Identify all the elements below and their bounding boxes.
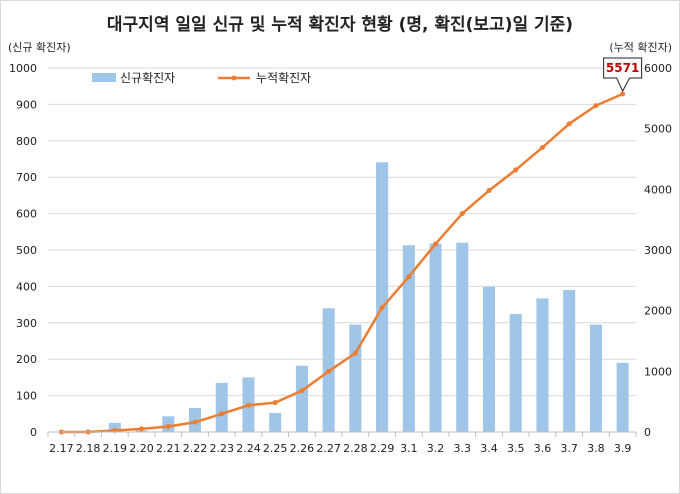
left-tick-label: 800: [16, 135, 37, 148]
line-point: [139, 426, 145, 432]
line-point: [326, 368, 332, 374]
line-point: [352, 350, 358, 356]
left-tick-label: 500: [16, 244, 37, 257]
line-point: [539, 144, 545, 150]
bar: [429, 243, 442, 432]
line-point: [379, 305, 385, 311]
x-tick-label: 2.25: [263, 442, 288, 455]
bar: [349, 324, 362, 432]
line-point: [459, 211, 465, 217]
bar: [589, 324, 602, 432]
x-tick-label: 3.2: [427, 442, 445, 455]
line-point: [245, 402, 251, 408]
right-tick-label: 2000: [644, 305, 672, 318]
left-tick-label: 900: [16, 98, 37, 111]
left-tick-label: 600: [16, 208, 37, 221]
x-tick-label: 3.6: [534, 442, 552, 455]
left-tick-label: 400: [16, 280, 37, 293]
right-tick-label: 0: [644, 426, 651, 439]
line-point: [593, 103, 599, 109]
left-tick-label: 0: [30, 426, 37, 439]
x-tick-label: 3.1: [400, 442, 418, 455]
axes: 0 100 200 300 400 500 600 700 800 900 1000 0 1000 200…: [9, 62, 672, 455]
x-tick-label: 2.24: [236, 442, 261, 455]
left-tick-label: 100: [16, 390, 37, 403]
right-tick-label: 6000: [644, 62, 672, 75]
x-tick-label: 3.5: [507, 442, 525, 455]
bar: [616, 362, 629, 432]
legend-label-new-cases: 신규확진자: [120, 71, 175, 85]
legend-label-cumulative: 누적확진자: [256, 71, 311, 85]
right-tick-label: 3000: [644, 244, 672, 257]
bar: [108, 422, 121, 432]
bar: [482, 286, 496, 432]
bar: [563, 290, 576, 432]
line-point: [486, 188, 492, 194]
x-tick-label: 2.22: [183, 442, 208, 455]
bar: [509, 314, 522, 432]
x-tick-label: 2.28: [343, 442, 368, 455]
line-point: [299, 388, 305, 394]
legend: 신규확진자 누적확진자: [92, 71, 311, 85]
callout-label: 5571: [606, 61, 639, 75]
x-tick-label: 2.19: [103, 442, 128, 455]
left-tick-label: 300: [16, 317, 37, 330]
bar: [295, 365, 308, 432]
x-tick-label: 2.17: [49, 442, 74, 455]
x-tick-label: 2.18: [76, 442, 101, 455]
line-point: [566, 121, 572, 127]
line-point: [219, 411, 225, 417]
x-tick-label: 3.4: [480, 442, 498, 455]
right-tick-label: 4000: [644, 183, 672, 196]
bar-series: [108, 162, 629, 432]
x-tick-label: 2.27: [316, 442, 341, 455]
line-point: [165, 424, 171, 430]
legend-marker-cumulative: [231, 75, 237, 81]
x-tick-label: 2.21: [156, 442, 181, 455]
bar: [215, 382, 228, 432]
right-axis-title: (누적 확진자): [609, 41, 672, 54]
x-tick-label: 2.29: [370, 442, 395, 455]
x-tick-label: 2.23: [209, 442, 234, 455]
x-tick-label: 3.7: [560, 442, 578, 455]
line-series: [58, 91, 626, 435]
line-point: [513, 167, 519, 173]
x-tick-label: 3.8: [587, 442, 605, 455]
bar: [376, 162, 389, 432]
x-tick-label: 3.9: [614, 442, 632, 455]
x-tick-label: 3.3: [454, 442, 472, 455]
right-tick-label: 1000: [644, 365, 672, 378]
right-tick-label: 5000: [644, 123, 672, 136]
line-point: [620, 91, 626, 97]
x-tick-label: 2.20: [129, 442, 154, 455]
line-point: [272, 400, 278, 406]
bar: [402, 245, 415, 432]
line-point: [433, 241, 439, 247]
chart-title: 대구지역 일일 신규 및 누적 확진자 현황 (명, 확진(보고)일 기준): [107, 15, 573, 35]
left-tick-label: 700: [16, 171, 37, 184]
bar: [456, 242, 469, 432]
line-point: [406, 274, 412, 280]
callout: 5571: [603, 57, 643, 93]
bar: [536, 298, 549, 432]
x-tick-label: 2.26: [290, 442, 315, 455]
left-tick-label: 200: [16, 353, 37, 366]
left-axis-title: (신규 확진자): [8, 41, 71, 54]
line-path: [61, 92, 624, 434]
left-tick-label: 1000: [9, 62, 37, 75]
bar: [269, 413, 282, 432]
line-point: [192, 419, 198, 425]
legend-swatch-new-cases: [92, 73, 116, 82]
callout-box: [603, 57, 643, 93]
